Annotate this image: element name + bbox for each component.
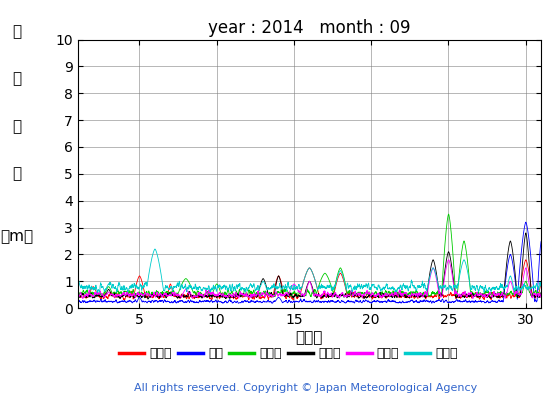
Title: year : 2014   month : 09: year : 2014 month : 09 — [208, 19, 411, 37]
Text: 高: 高 — [12, 166, 21, 181]
X-axis label: （日）: （日） — [296, 330, 323, 345]
Text: （m）: （m） — [0, 229, 33, 245]
Text: 波: 波 — [12, 119, 21, 134]
Text: 義: 義 — [12, 71, 21, 87]
Text: 有: 有 — [12, 24, 21, 39]
Text: All rights reserved. Copyright © Japan Meteorological Agency: All rights reserved. Copyright © Japan M… — [134, 383, 477, 393]
Legend: 上ノ国, 唐桑, 石廀崎, 経ヶ岸, 生月島, 屋久島: 上ノ国, 唐桑, 石廀崎, 経ヶ岸, 生月島, 屋久島 — [114, 342, 463, 365]
